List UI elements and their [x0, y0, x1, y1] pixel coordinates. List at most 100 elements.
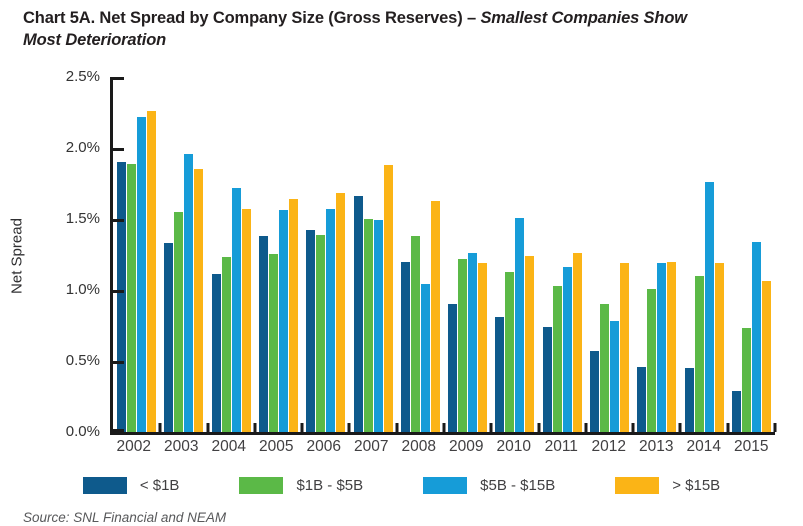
bar-group-2012 [586, 77, 633, 432]
bar-group-2010 [491, 77, 538, 432]
bar-2013-5b15b [657, 263, 667, 432]
x-axis-label: 2005 [259, 438, 294, 455]
bar-2011-15b [572, 253, 582, 432]
bar-2004-15b [241, 209, 251, 432]
bar-group-2003 [160, 77, 207, 432]
bar-2014-5b15b [704, 182, 714, 432]
chart-title: Chart 5A. Net Spread by Company Size (Gr… [23, 8, 775, 51]
bar-2002-5b15b [137, 117, 147, 432]
legend-swatch [82, 476, 127, 494]
bar-2002-15b [147, 111, 157, 432]
bar-2007-1b5b [363, 219, 373, 432]
x-axis-label: 2004 [211, 438, 246, 455]
bar-2011-1b [542, 327, 552, 432]
bar-2005-1b [258, 236, 268, 432]
bar-2006-5b15b [326, 209, 336, 432]
x-axis-label: 2008 [401, 438, 436, 455]
bar-group-2009 [444, 77, 491, 432]
y-axis-tick-label: 0.5% [65, 352, 100, 369]
bar-2006-1b5b [316, 235, 326, 432]
x-axis-label: 2003 [164, 438, 199, 455]
bar-2003-15b [194, 169, 204, 432]
bar-group-2014 [680, 77, 727, 432]
bar-2014-15b [714, 263, 724, 432]
x-axis-label: 2002 [116, 438, 151, 455]
bar-2014-1b5b [694, 276, 704, 432]
x-axis-tick [300, 423, 304, 432]
legend-item: $1B - $5B [239, 476, 364, 494]
y-axis-tick-label: 1.0% [65, 281, 100, 298]
x-axis-label: 2006 [306, 438, 341, 455]
bar-2012-1b5b [599, 304, 609, 432]
bar-2013-1b [637, 367, 647, 432]
bar-group-2004 [208, 77, 255, 432]
bar-2012-15b [619, 263, 629, 432]
y-axis-tick-label: 2.5% [65, 68, 100, 85]
legend-label: > $15B [672, 476, 721, 494]
bar-2015-1b [731, 391, 741, 432]
chart-title-emphasis-line2: Most Deterioration [23, 30, 167, 49]
x-axis-tick [678, 423, 682, 432]
x-axis-label: 2015 [734, 438, 769, 455]
legend-label: $1B - $5B [296, 476, 364, 494]
x-axis-tick [489, 423, 493, 432]
legend-item: $5B - $15B [423, 476, 555, 494]
y-axis-tick-labels: 2.5% 2.0% 1.5% 1.0% 0.5% 0.0% [0, 68, 100, 440]
bar-2012-5b15b [609, 321, 619, 432]
bar-2009-1b5b [458, 259, 468, 432]
x-axis-tick [442, 423, 446, 432]
bar-2010-15b [525, 256, 535, 432]
legend-label: < $1B [139, 476, 180, 494]
y-axis-tick [113, 219, 124, 222]
legend-item: < $1B [82, 476, 180, 494]
x-axis-tick [631, 423, 635, 432]
legend-swatch [239, 476, 284, 494]
bar-2014-1b [684, 368, 694, 432]
bar-2010-1b [495, 317, 505, 432]
bar-2011-5b15b [562, 267, 572, 432]
legend-swatch [423, 476, 468, 494]
bar-2003-1b [164, 243, 174, 432]
bar-group-2013 [633, 77, 680, 432]
bar-2013-15b [667, 262, 677, 432]
bar-2004-1b5b [221, 257, 231, 432]
bar-2010-5b15b [515, 218, 525, 432]
chart-title-prefix: Chart 5A. Net Spread by Company Size (Gr… [23, 9, 481, 27]
x-axis-tick [253, 423, 257, 432]
x-axis-tick [158, 423, 162, 432]
x-axis-tick [395, 423, 399, 432]
bar-2011-1b5b [552, 286, 562, 432]
bar-group-2006 [302, 77, 349, 432]
y-axis-tick [113, 361, 124, 364]
y-axis-tick [113, 148, 124, 151]
bar-groups [113, 77, 775, 432]
bar-2012-1b [589, 351, 599, 432]
legend-swatch [615, 476, 660, 494]
bar-2005-5b15b [278, 210, 288, 432]
y-axis-tick [113, 290, 124, 293]
x-axis-labels: 2002 2003 2004 2005 2006 2007 2008 2009 2010 2011… [110, 438, 775, 456]
bar-2006-15b [336, 193, 346, 432]
x-axis-label: 2013 [639, 438, 674, 455]
bar-2013-1b5b [647, 289, 657, 432]
x-axis-tick [347, 423, 351, 432]
bar-group-2005 [255, 77, 302, 432]
bar-2008-1b [400, 262, 410, 432]
bar-2009-15b [478, 263, 488, 432]
y-axis-tick-label: 0.0% [65, 423, 100, 440]
bar-2002-1b5b [127, 164, 137, 432]
y-axis-tick [113, 429, 124, 432]
x-axis-label: 2010 [496, 438, 531, 455]
x-axis-tick [584, 423, 588, 432]
x-axis-label: 2011 [544, 438, 578, 455]
x-axis-label: 2012 [591, 438, 626, 455]
bar-group-2011 [539, 77, 586, 432]
x-axis-label: 2014 [686, 438, 721, 455]
bar-2004-5b15b [231, 188, 241, 432]
legend-item: > $15B [615, 476, 721, 494]
bar-2009-5b15b [468, 253, 478, 432]
legend: < $1B $1B - $5B $5B - $15B > $15B [0, 475, 803, 495]
bar-2005-15b [288, 199, 298, 432]
bar-2015-5b15b [751, 242, 761, 432]
bar-group-2008 [397, 77, 444, 432]
